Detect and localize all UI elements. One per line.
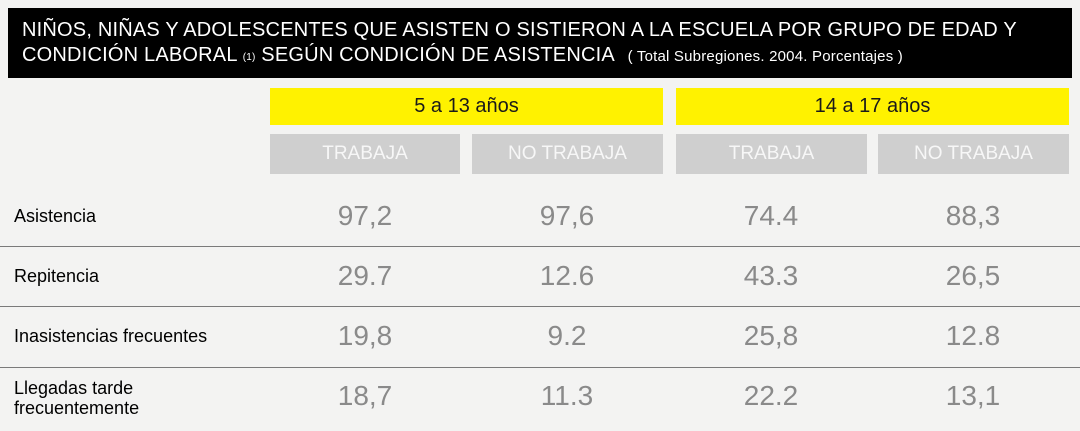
group-header-14-17: 14 a 17 años xyxy=(676,88,1069,125)
title-footnote-marker: (1) xyxy=(242,52,256,63)
title-line-2-main: CONDICIÓN LABORAL xyxy=(22,44,237,66)
value-asistencia-5-13-trabaja: 97,2 xyxy=(337,200,393,231)
column-header-no-trabaja-2: NO TRABAJA xyxy=(878,134,1069,174)
row-divider xyxy=(0,306,1080,307)
column-header-trabaja-1: TRABAJA xyxy=(270,134,460,174)
value-inasistencias-14-17-trabaja: 25,8 xyxy=(743,320,799,351)
column-header-no-trabaja-1: NO TRABAJA xyxy=(472,134,663,174)
value-repitencia-14-17-trabaja: 43.3 xyxy=(743,260,799,291)
value-repitencia-5-13-trabaja: 29.7 xyxy=(337,260,393,291)
value-repitencia-5-13-no-trabaja: 12.6 xyxy=(539,260,595,291)
title-subtitle: ( Total Subregiones. 2004. Porcentajes ) xyxy=(627,48,903,65)
value-llegadas-5-13-trabaja: 18,7 xyxy=(337,380,393,411)
row-label-llegadas-tarde: Llegadas tarde frecuentemente xyxy=(14,378,140,418)
column-header-trabaja-2: TRABAJA xyxy=(676,134,867,174)
table-title: NIÑOS, NIÑAS Y ADOLESCENTES QUE ASISTEN … xyxy=(8,8,1072,78)
value-asistencia-14-17-no-trabaja: 88,3 xyxy=(945,200,1001,231)
row-divider xyxy=(0,367,1080,368)
value-llegadas-14-17-no-trabaja: 13,1 xyxy=(945,380,1001,411)
row-divider xyxy=(0,246,1080,247)
value-llegadas-14-17-trabaja: 22.2 xyxy=(743,380,799,411)
value-asistencia-5-13-no-trabaja: 97,6 xyxy=(539,200,595,231)
value-repitencia-14-17-no-trabaja: 26,5 xyxy=(945,260,1001,291)
row-label-inasistencias: Inasistencias frecuentes xyxy=(14,326,208,346)
row-label-repitencia: Repitencia xyxy=(14,266,100,286)
title-line-2-rest: SEGÚN CONDICIÓN DE ASISTENCIA xyxy=(261,44,614,66)
value-asistencia-14-17-trabaja: 74.4 xyxy=(743,200,799,231)
value-inasistencias-14-17-no-trabaja: 12.8 xyxy=(945,320,1001,351)
title-line-1: NIÑOS, NIÑAS Y ADOLESCENTES QUE ASISTEN … xyxy=(22,19,1017,41)
row-label-asistencia: Asistencia xyxy=(14,206,97,226)
group-header-5-13: 5 a 13 años xyxy=(270,88,663,125)
title-line-2: CONDICIÓN LABORAL (1) SEGÚN CONDICIÓN DE… xyxy=(22,43,1058,69)
value-inasistencias-5-13-trabaja: 19,8 xyxy=(337,320,393,351)
value-inasistencias-5-13-no-trabaja: 9.2 xyxy=(547,320,587,351)
value-llegadas-5-13-no-trabaja: 11.3 xyxy=(540,380,594,411)
